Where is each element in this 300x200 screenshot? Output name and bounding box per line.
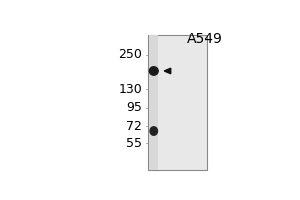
Text: 55: 55	[126, 137, 142, 150]
Text: 130: 130	[118, 83, 142, 96]
Bar	[149, 35, 158, 170]
Text: 72: 72	[126, 120, 142, 133]
Text: 250: 250	[118, 48, 142, 61]
Bar	[148, 35, 207, 170]
Ellipse shape	[149, 67, 158, 75]
Polygon shape	[164, 68, 171, 74]
Text: 95: 95	[126, 101, 142, 114]
Ellipse shape	[150, 127, 158, 135]
Text: A549: A549	[187, 32, 223, 46]
